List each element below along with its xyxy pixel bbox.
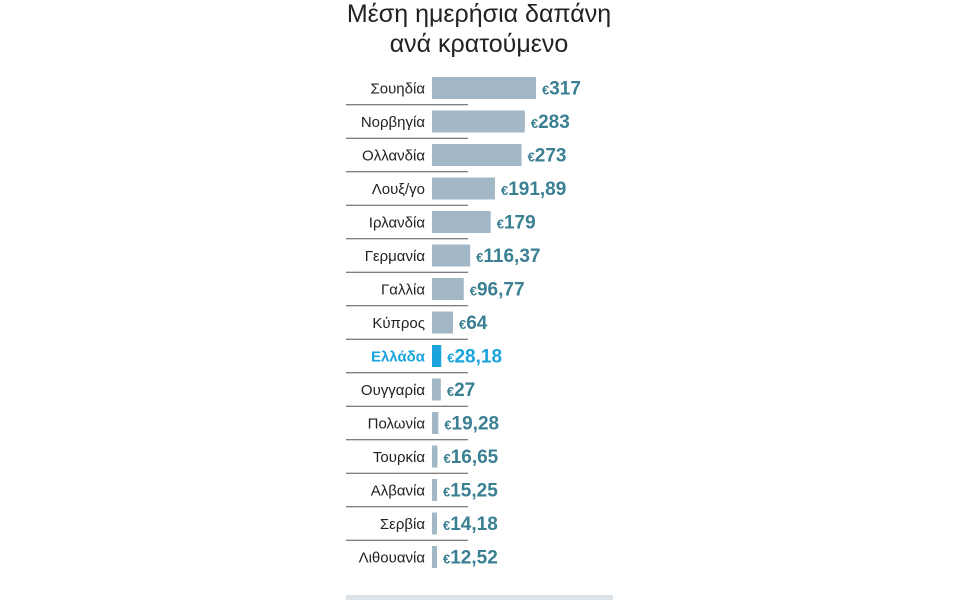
category-label: Τουρκία [373,449,425,466]
chart-title-line: Μέση ημερήσια δαπάνη [347,0,611,28]
value-number: 14,18 [450,514,498,535]
currency-symbol: € [444,418,451,433]
category-label: Ελλάδα [371,349,426,366]
bar [432,177,495,200]
value-label: €191,89 [501,179,566,200]
category-label: Κύπρος [372,315,425,332]
value-label: €12,52 [443,548,498,569]
bar-row: Αλβανία €15,25 [346,479,498,508]
value-number: 16,65 [451,447,499,468]
value-label: €19,28 [444,414,499,435]
value-number: 179 [504,213,536,234]
bar [432,77,536,99]
value-label: €317 [542,79,581,100]
value-label: €64 [459,313,488,334]
category-label: Σερβία [380,516,425,533]
bar [432,211,491,233]
bar-row: Ουγγαρία €27 [346,378,475,407]
currency-symbol: € [531,116,538,131]
bar-row: Γαλλία €96,77 [346,278,525,307]
chart-title-line: ανά κρατούμενο [390,30,569,58]
value-label: €27 [447,380,475,401]
value-number: 96,77 [477,280,525,301]
value-label: €28,18 [447,347,502,368]
currency-symbol: € [497,217,504,232]
category-label: Λιθουανία [359,550,426,567]
bar-row: Λουξ/γο €191,89 [346,177,566,206]
category-label: Λουξ/γο [372,181,425,198]
currency-symbol: € [476,250,483,265]
bar [432,445,438,468]
value-number: 27 [454,380,475,401]
bar [432,244,471,267]
bar [432,412,439,434]
bar-row: Κύπρος €64 [346,311,488,340]
value-number: 64 [466,313,488,334]
bar [432,479,438,501]
bar [432,345,442,367]
category-label: Σουηδία [370,81,425,98]
bar [432,278,464,300]
footer-bar [346,595,613,600]
bar-row: Πολωνία €19,28 [346,412,499,441]
value-number: 116,37 [483,246,540,267]
currency-symbol: € [447,384,454,399]
value-number: 317 [549,79,581,100]
value-label: €96,77 [470,280,525,301]
bar [432,144,522,166]
chart-rows: Σουηδία €317 Νορβηγία €283 Ολλανδία €273 Λουξ/… [346,77,581,569]
bar-row: Σερβία €14,18 [346,512,498,541]
value-label: €179 [497,213,536,234]
currency-symbol: € [528,150,535,165]
bar-row: Ιρλανδία €179 [346,211,536,240]
currency-symbol: € [542,83,549,98]
value-label: €14,18 [443,514,498,535]
currency-symbol: € [447,351,454,366]
value-number: 191,89 [508,179,566,200]
value-number: 15,25 [450,481,498,502]
currency-symbol: € [443,552,450,567]
currency-symbol: € [470,284,477,299]
bar-row: Ελλάδα €28,18 [346,345,502,374]
value-number: 273 [535,146,567,167]
bar [432,512,437,535]
bar-row: Γερμανία €116,37 [346,244,540,273]
currency-symbol: € [459,317,466,332]
bar-row: Τουρκία €16,65 [346,445,499,474]
category-label: Ουγγαρία [361,382,425,399]
value-number: 12,52 [450,548,498,569]
value-label: €273 [528,146,567,167]
category-label: Ολλανδία [362,148,425,165]
bar-row: Νορβηγία €283 [346,110,570,139]
value-label: €283 [531,112,570,133]
category-label: Γαλλία [381,282,425,299]
currency-symbol: € [443,485,450,500]
currency-symbol: € [443,451,450,466]
value-label: €16,65 [443,447,498,468]
bar [432,378,441,401]
bar-row: Σουηδία €317 [346,77,581,106]
value-label: €15,25 [443,481,498,502]
value-number: 19,28 [452,414,500,435]
value-number: 28,18 [454,347,502,368]
currency-symbol: € [443,518,450,533]
value-label: €116,37 [476,246,540,267]
currency-symbol: € [501,183,508,198]
bar [432,311,453,334]
value-number: 283 [538,112,570,133]
bar [432,546,437,568]
category-label: Ιρλανδία [369,215,426,232]
category-label: Γερμανία [365,248,426,265]
bar [432,110,525,133]
category-label: Πολωνία [368,416,426,433]
category-label: Νορβηγία [361,114,426,131]
category-label: Αλβανία [371,483,426,500]
bar-row: Λιθουανία €12,52 [359,546,498,569]
bar-row: Ολλανδία €273 [346,144,567,173]
